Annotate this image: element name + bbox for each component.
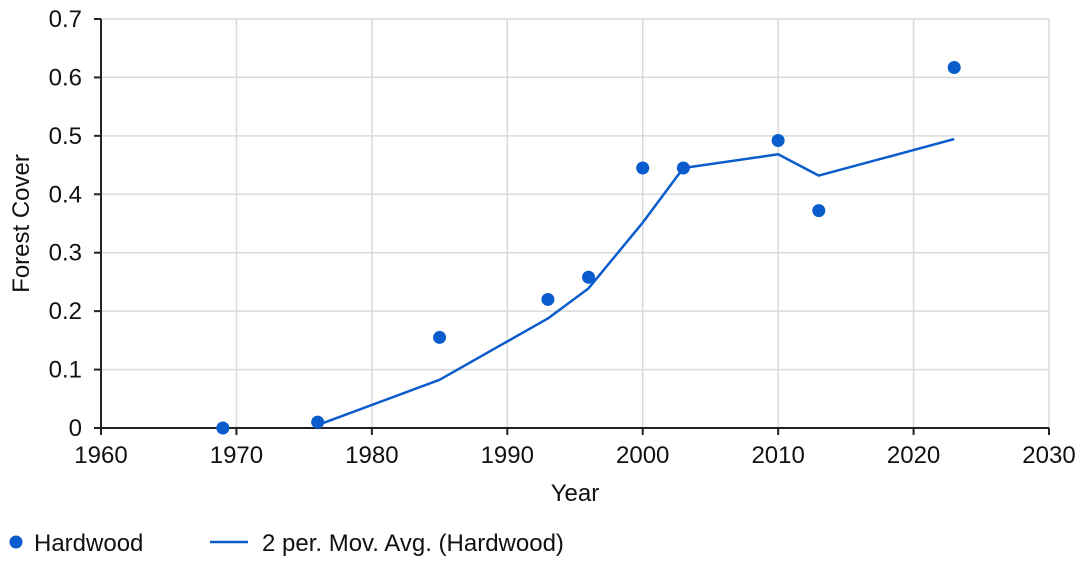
x-tick-label: 1970	[210, 442, 263, 469]
grid	[101, 18, 1050, 428]
y-tick-label: 0.3	[49, 240, 82, 267]
y-tick-label: 0.6	[49, 64, 82, 91]
data-point	[582, 270, 596, 284]
x-tick-labels: 1960 1970 1980 1990 2000 2010 2020 2030	[74, 442, 1075, 469]
x-tick-label: 1990	[481, 442, 534, 469]
x-tick-label: 2030	[1022, 442, 1075, 469]
series-layer	[216, 60, 961, 435]
x-tick-label: 1960	[74, 442, 127, 469]
x-tick-label: 2020	[887, 442, 940, 469]
data-point	[433, 330, 447, 344]
legend-marker-hardwood	[9, 535, 23, 549]
y-tick-labels: 0 0.1 0.2 0.3 0.4 0.5 0.6 0.7	[49, 6, 82, 442]
legend: Hardwood 2 per. Mov. Avg. (Hardwood)	[9, 530, 564, 557]
data-point	[636, 161, 650, 175]
data-point	[216, 421, 230, 435]
axes	[94, 18, 1050, 435]
x-tick-label: 2010	[751, 442, 804, 469]
y-tick-label: 0.4	[49, 181, 82, 208]
data-point	[311, 415, 325, 429]
legend-label-hardwood: Hardwood	[34, 530, 143, 557]
y-axis-title: Forest Cover	[8, 154, 35, 293]
data-point	[676, 161, 690, 175]
data-point	[947, 60, 961, 74]
x-tick-label: 2000	[616, 442, 669, 469]
data-point	[812, 204, 826, 218]
y-tick-label: 0	[69, 415, 82, 442]
x-axis-title: Year	[551, 480, 600, 507]
x-tick-label: 1980	[345, 442, 398, 469]
y-tick-label: 0.7	[49, 6, 82, 33]
data-point	[771, 134, 785, 148]
moving-average-line	[317, 137, 955, 427]
y-tick-label: 0.1	[49, 357, 82, 384]
legend-label-moving-average: 2 per. Mov. Avg. (Hardwood)	[262, 530, 564, 557]
data-point	[541, 292, 555, 306]
y-tick-label: 0.2	[49, 298, 82, 325]
y-tick-label: 0.5	[49, 123, 82, 150]
